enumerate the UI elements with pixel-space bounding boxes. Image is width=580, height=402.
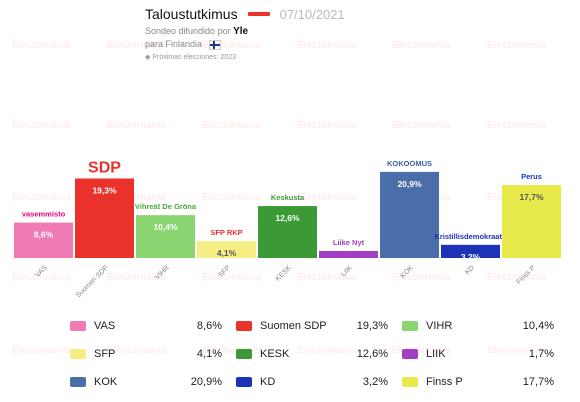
party-logo-vihr: Vihreät De Gröna (135, 202, 197, 211)
bar-sfp (197, 241, 256, 258)
legend-party-value: 19,3% (356, 320, 388, 332)
legend-party-value: 3,2% (362, 376, 388, 388)
category-label: KESK (275, 264, 293, 282)
legend-party-value: 10,4% (522, 320, 554, 332)
data-label: 8,6% (34, 230, 54, 240)
category-label: KD (464, 264, 476, 276)
legend-item: VIHR 10,4% (402, 320, 568, 332)
category-label: VAS (34, 264, 49, 279)
legend-item: LIIK 1,7% (402, 348, 568, 360)
party-logo-sfp: SFP RKP (210, 228, 242, 237)
bar-finss-p (502, 185, 561, 258)
data-label: 19,3% (92, 185, 117, 195)
subtitle-suffix: para Finlandia (145, 39, 203, 49)
legend-party-name: Suomen SDP (260, 320, 327, 332)
sdp-logo-icon (236, 321, 252, 331)
party-logo-liik: Liike Nyt (333, 238, 365, 247)
legend-item: KESK 12,6% (236, 348, 402, 360)
legend-party-name: KD (260, 376, 276, 388)
bar-kesk (258, 206, 317, 258)
category-label: SFP (217, 264, 232, 279)
vas-logo-icon (70, 321, 86, 331)
data-label: 17,7% (519, 192, 544, 202)
legend: VAS 8,6% Suomen SDP 19,3% VIHR 10,4% SFP 4,1% KE… (70, 312, 570, 396)
bar-vas (14, 222, 73, 258)
bar-liik (319, 250, 378, 258)
legend-party-value: 17,7% (522, 376, 554, 388)
bar-suomen-sdp (75, 178, 134, 258)
legend-item: Finss P 17,7% (402, 376, 568, 388)
category-label: VIHR (154, 264, 171, 281)
party-logo-finss-p: Perus (521, 172, 542, 181)
legend-party-name: KESK (260, 348, 290, 360)
legend-item: SFP 4,1% (70, 348, 236, 360)
party-logo-vas: vasemmisto (22, 210, 66, 219)
legend-item: KOK 20,9% (70, 376, 236, 388)
category-label: Finss P (515, 264, 537, 286)
data-label: 3,2% (461, 252, 481, 262)
legend-item: KD 3,2% (236, 376, 402, 388)
legend-item: Suomen SDP 19,3% (236, 320, 402, 332)
data-label: 10,4% (153, 222, 178, 232)
party-logo-kok: KOKOOMUS (387, 159, 432, 168)
kd-logo-icon (236, 377, 252, 387)
legend-row: VAS 8,6% Suomen SDP 19,3% VIHR 10,4% (70, 312, 570, 340)
kesk-logo-icon (236, 349, 252, 359)
legend-party-value: 8,6% (196, 320, 222, 332)
poll-date: 07/10/2021 (279, 6, 345, 22)
category-label: LIIK (340, 264, 354, 278)
bar-kok (380, 171, 439, 258)
party-logo-kesk: Keskusta (271, 193, 305, 202)
legend-row: KOK 20,9% KD 3,2% Finss P 17,7% (70, 368, 570, 396)
legend-party-value: 4,1% (196, 348, 222, 360)
legend-party-value: 20,9% (190, 376, 222, 388)
liik-logo-icon (402, 349, 418, 359)
vihr-logo-icon (402, 321, 418, 331)
electomania-flag-icon (247, 12, 270, 16)
legend-party-value: 12,6% (356, 348, 388, 360)
chart-title: Taloustutkimus (145, 6, 238, 22)
poll-source: Sondeo difundido por Yle para Finlandia (145, 25, 445, 51)
legend-party-name: SFP (94, 348, 116, 360)
legend-party-value: 1,7% (528, 348, 554, 360)
subtitle-prefix: Sondeo difundido por (145, 26, 231, 36)
bar-vihr (136, 215, 195, 258)
data-label: 12,6% (275, 213, 300, 223)
category-label: Suomen SDP (75, 264, 110, 299)
category-label: KOK (400, 264, 416, 280)
finsp-logo-icon (402, 377, 418, 387)
legend-item: VAS 8,6% (70, 320, 236, 332)
sfp-logo-icon (70, 349, 86, 359)
data-label: 20,9% (397, 179, 422, 189)
broadcaster-name: Yle (233, 26, 249, 37)
bar-kd (441, 244, 500, 258)
chart-header: Taloustutkimus 07/10/2021 Sondeo difundi… (145, 6, 445, 61)
finland-flag-icon (208, 39, 221, 50)
kok-logo-icon (70, 377, 86, 387)
legend-party-name: VAS (94, 320, 116, 332)
legend-row: SFP 4,1% KESK 12,6% LIIK 1,7% (70, 340, 570, 368)
next-elections: ◆ Próximas elecciones: 2023 (145, 54, 236, 61)
next-elections-text: Próximas elecciones: 2023 (152, 54, 236, 61)
party-logo-sdp: SDP (88, 159, 121, 176)
legend-party-name: KOK (94, 376, 118, 388)
legend-party-name: VIHR (426, 320, 453, 332)
legend-party-name: Finss P (426, 376, 463, 388)
party-logo-kd: Kristillisdemokraatit (434, 232, 507, 241)
data-label: 4,1% (217, 248, 237, 258)
legend-party-name: LIIK (426, 348, 446, 360)
